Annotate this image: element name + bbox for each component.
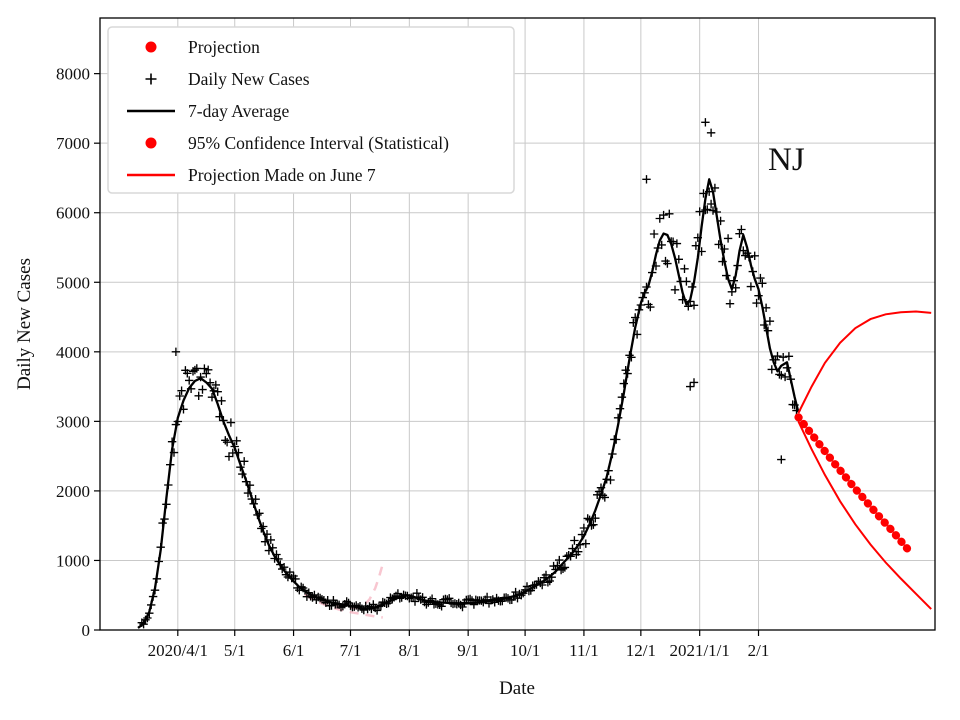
series-june7-projection — [304, 594, 383, 619]
x-tick-label: 7/1 — [340, 641, 362, 660]
x-axis-label: Date — [499, 678, 535, 699]
legend-marker-dot — [145, 41, 157, 53]
y-tick-label: 3000 — [56, 412, 90, 431]
x-tick-label: 11/1 — [569, 641, 599, 660]
legend-item-label: 95% Confidence Interval (Statistical) — [188, 133, 449, 153]
legend-item: 95% Confidence Interval (Statistical) — [145, 133, 449, 153]
y-tick-label: 4000 — [56, 343, 90, 362]
x-tick-label: 8/1 — [398, 641, 420, 660]
y-tick-label: 2000 — [56, 482, 90, 501]
x-tick-label: 10/1 — [510, 641, 540, 660]
legend-item: Projection Made on June 7 — [127, 165, 376, 185]
legend-item: 7-day Average — [127, 101, 289, 121]
axis-ticks: 2020/4/1 5/1 6/1 7/1 8/1 9/1 10/1 11/1 12/1 2021/… — [56, 65, 769, 660]
y-axis-label: Daily New Cases — [14, 258, 35, 390]
legend-item: Projection — [145, 37, 260, 57]
series-7day-average — [137, 178, 800, 629]
legend-marker-dot — [145, 137, 157, 149]
legend-item-label: Projection Made on June 7 — [188, 165, 376, 185]
series-ci-lower — [797, 420, 932, 610]
legend-item-label: 7-day Average — [188, 101, 289, 121]
legend: Projection Daily New Cases 7-day Average 95… — [107, 26, 515, 194]
y-tick-label: 8000 — [56, 65, 90, 84]
x-tick-label: 2020/4/1 — [148, 641, 208, 660]
x-tick-label: 2021/1/1 — [669, 641, 729, 660]
plot-frame — [99, 17, 936, 631]
x-tick-label: 5/1 — [224, 641, 246, 660]
legend-marker-plus — [145, 73, 157, 85]
series-projection — [794, 413, 913, 554]
y-tick-label: 1000 — [56, 551, 90, 570]
x-tick-label: 2/1 — [748, 641, 770, 660]
series-ci-upper — [797, 310, 932, 414]
legend-box — [107, 26, 515, 194]
state-annotation: NJ — [768, 142, 805, 178]
y-tick-label: 6000 — [56, 204, 90, 223]
legend-item-label: Daily New Cases — [188, 69, 310, 89]
y-tick-label: 0 — [82, 621, 91, 640]
y-tick-label: 7000 — [56, 134, 90, 153]
x-tick-label: 12/1 — [626, 641, 656, 660]
legend-item: Daily New Cases — [145, 69, 310, 89]
legend-item-label: Projection — [188, 37, 260, 57]
y-tick-label: 5000 — [56, 273, 90, 292]
x-tick-label: 6/1 — [283, 641, 305, 660]
series-layer — [137, 118, 932, 629]
x-tick-label: 9/1 — [457, 641, 479, 660]
